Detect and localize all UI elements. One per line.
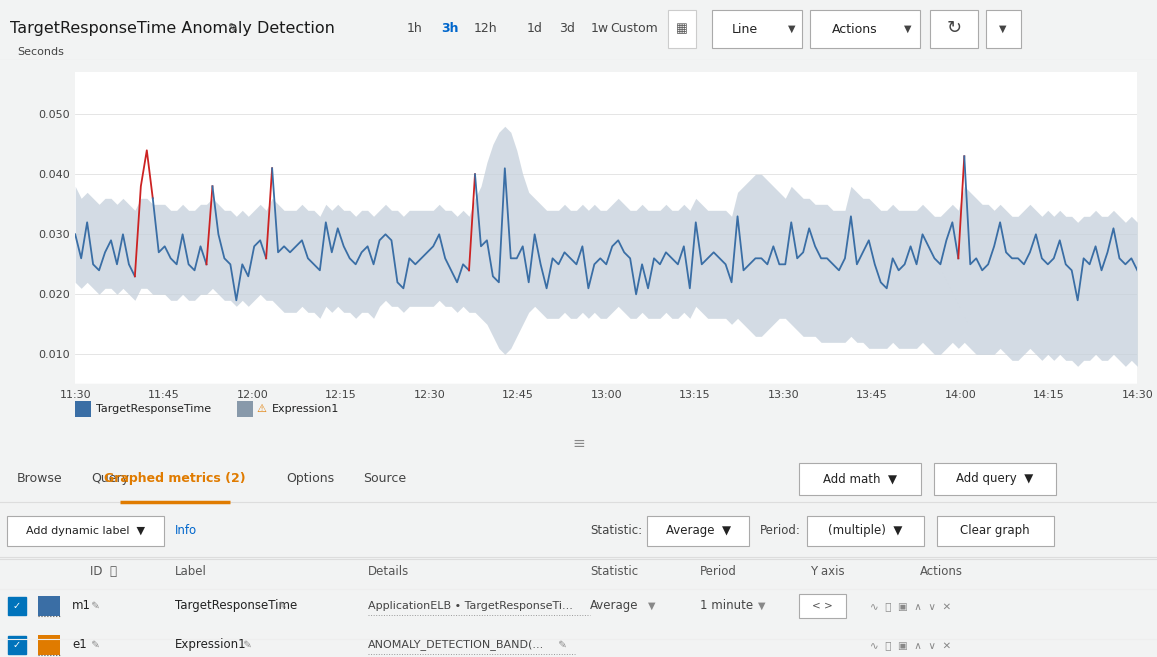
Text: ∿  🔔  ▣  ∧  ∨  ✕: ∿ 🔔 ▣ ∧ ∨ ✕ xyxy=(870,601,951,611)
Text: Graphed metrics (2): Graphed metrics (2) xyxy=(104,472,245,485)
Bar xyxy=(0,455,1157,502)
Bar xyxy=(38,596,60,616)
Text: ∿  🔔  ▣  ∧  ∨  ✕: ∿ 🔔 ▣ ∧ ∨ ✕ xyxy=(870,640,951,650)
Text: Add math  ▼: Add math ▼ xyxy=(823,472,897,485)
Text: ANOMALY_DETECTION_BAND(...: ANOMALY_DETECTION_BAND(... xyxy=(368,639,544,650)
Text: ▼: ▼ xyxy=(905,24,912,34)
Text: ▦: ▦ xyxy=(676,23,688,35)
FancyBboxPatch shape xyxy=(668,10,697,49)
Text: ▼: ▼ xyxy=(758,601,766,611)
Bar xyxy=(75,401,91,417)
Text: Custom: Custom xyxy=(610,22,658,35)
Text: Line: Line xyxy=(732,23,758,35)
Text: ✎: ✎ xyxy=(88,640,100,650)
FancyBboxPatch shape xyxy=(799,463,921,495)
Text: (multiple)  ▼: (multiple) ▼ xyxy=(827,524,902,537)
FancyBboxPatch shape xyxy=(799,594,846,618)
Text: ↻: ↻ xyxy=(946,19,961,37)
Text: Browse: Browse xyxy=(17,472,62,485)
Text: ✎: ✎ xyxy=(275,601,287,611)
Text: ✓: ✓ xyxy=(13,601,21,611)
Text: 3h: 3h xyxy=(441,22,458,35)
Text: Add query  ▼: Add query ▼ xyxy=(957,472,1033,485)
Text: Expression1: Expression1 xyxy=(175,639,246,652)
Text: ▼: ▼ xyxy=(1000,24,1007,34)
Text: 1d: 1d xyxy=(528,22,543,35)
Text: Actions: Actions xyxy=(832,23,878,35)
FancyBboxPatch shape xyxy=(986,10,1020,49)
Text: Seconds: Seconds xyxy=(17,47,64,57)
Text: Query: Query xyxy=(91,472,128,485)
Text: ApplicationELB • TargetResponseTi...: ApplicationELB • TargetResponseTi... xyxy=(368,601,573,611)
Text: ✎: ✎ xyxy=(228,22,238,35)
Text: ≡: ≡ xyxy=(572,436,585,451)
Text: Expression1: Expression1 xyxy=(272,404,339,414)
Bar xyxy=(8,597,25,615)
Text: ✓: ✓ xyxy=(13,640,21,650)
Text: TargetResponseTime: TargetResponseTime xyxy=(175,599,297,612)
FancyBboxPatch shape xyxy=(806,516,924,546)
Text: Source: Source xyxy=(363,472,406,485)
FancyBboxPatch shape xyxy=(810,10,920,49)
Text: e1: e1 xyxy=(72,639,87,652)
Bar xyxy=(38,635,60,655)
Text: Info: Info xyxy=(175,524,197,537)
Text: ✎: ✎ xyxy=(239,640,252,650)
Text: m1: m1 xyxy=(72,599,91,612)
Text: Y axis: Y axis xyxy=(810,566,845,578)
FancyBboxPatch shape xyxy=(934,463,1056,495)
Text: 1h: 1h xyxy=(407,22,422,35)
Text: ✎: ✎ xyxy=(88,601,100,611)
Text: ⚠: ⚠ xyxy=(257,404,267,414)
Text: 3d: 3d xyxy=(559,22,575,35)
FancyBboxPatch shape xyxy=(937,516,1054,546)
Text: Statistic:: Statistic: xyxy=(590,524,642,537)
Text: Add dynamic label  ▼: Add dynamic label ▼ xyxy=(25,526,145,535)
Text: Average  ▼: Average ▼ xyxy=(665,524,730,537)
FancyBboxPatch shape xyxy=(930,10,978,49)
Text: TargetResponseTime Anomaly Detection: TargetResponseTime Anomaly Detection xyxy=(10,21,334,35)
Text: Period: Period xyxy=(700,566,737,578)
Text: Average: Average xyxy=(590,599,639,612)
Text: Options: Options xyxy=(286,472,334,485)
Text: ▼: ▼ xyxy=(648,601,656,611)
FancyBboxPatch shape xyxy=(647,516,749,546)
Text: ▼: ▼ xyxy=(788,24,796,34)
Bar xyxy=(8,636,25,654)
Text: < >: < > xyxy=(811,601,832,611)
Text: Actions: Actions xyxy=(920,566,963,578)
Text: 1w: 1w xyxy=(591,22,609,35)
Text: ID  ⓘ: ID ⓘ xyxy=(90,566,117,578)
Text: Clear graph: Clear graph xyxy=(960,524,1030,537)
FancyBboxPatch shape xyxy=(712,10,802,49)
Text: Details: Details xyxy=(368,566,410,578)
FancyBboxPatch shape xyxy=(7,516,164,546)
Text: ✎: ✎ xyxy=(555,640,567,650)
Text: Statistic: Statistic xyxy=(590,566,639,578)
Text: TargetResponseTime: TargetResponseTime xyxy=(96,404,212,414)
Bar xyxy=(237,401,253,417)
Text: Period:: Period: xyxy=(760,524,801,537)
Text: Label: Label xyxy=(175,566,207,578)
Text: 12h: 12h xyxy=(473,22,496,35)
Text: 1 minute: 1 minute xyxy=(700,599,753,612)
